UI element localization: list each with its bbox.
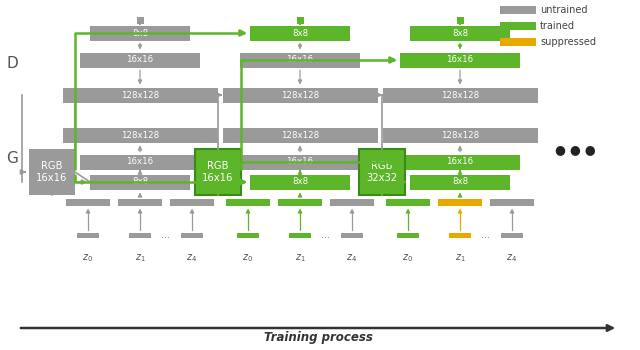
- FancyBboxPatch shape: [490, 198, 534, 205]
- FancyBboxPatch shape: [278, 198, 322, 205]
- Text: suppressed: suppressed: [540, 37, 596, 47]
- Text: 8x8: 8x8: [452, 177, 468, 187]
- Text: 16x16: 16x16: [287, 158, 314, 167]
- Text: $z_1$: $z_1$: [454, 252, 465, 264]
- FancyBboxPatch shape: [341, 232, 363, 238]
- FancyBboxPatch shape: [501, 232, 523, 238]
- Text: 8x8: 8x8: [292, 177, 308, 187]
- FancyBboxPatch shape: [289, 232, 311, 238]
- Text: $z_0$: $z_0$: [83, 252, 93, 264]
- Text: 128x128: 128x128: [441, 91, 479, 99]
- FancyBboxPatch shape: [63, 88, 218, 103]
- FancyBboxPatch shape: [410, 175, 510, 189]
- Text: 128x128: 128x128: [281, 131, 319, 140]
- FancyBboxPatch shape: [29, 149, 75, 195]
- Text: ...: ...: [321, 230, 330, 240]
- FancyBboxPatch shape: [77, 232, 99, 238]
- Text: 16x16: 16x16: [127, 158, 154, 167]
- Text: $z_0$: $z_0$: [403, 252, 413, 264]
- FancyBboxPatch shape: [449, 232, 471, 238]
- FancyBboxPatch shape: [170, 198, 214, 205]
- Text: 16x16: 16x16: [447, 56, 474, 64]
- FancyBboxPatch shape: [456, 16, 463, 23]
- Text: RGB
16x16: RGB 16x16: [36, 161, 68, 183]
- Text: 8x8: 8x8: [292, 28, 308, 37]
- FancyBboxPatch shape: [223, 88, 378, 103]
- Text: 16x16: 16x16: [287, 56, 314, 64]
- Text: ...: ...: [161, 230, 170, 240]
- FancyBboxPatch shape: [383, 127, 538, 142]
- Text: $z_4$: $z_4$: [186, 252, 198, 264]
- Text: 128x128: 128x128: [121, 91, 159, 99]
- Text: $z_4$: $z_4$: [506, 252, 518, 264]
- FancyBboxPatch shape: [386, 198, 430, 205]
- Text: trained: trained: [540, 21, 575, 31]
- FancyBboxPatch shape: [63, 127, 218, 142]
- FancyBboxPatch shape: [500, 6, 536, 14]
- Text: RGB
32x32: RGB 32x32: [367, 161, 397, 183]
- Text: $z_1$: $z_1$: [134, 252, 145, 264]
- FancyBboxPatch shape: [250, 175, 350, 189]
- FancyBboxPatch shape: [237, 232, 259, 238]
- FancyBboxPatch shape: [80, 154, 200, 169]
- FancyBboxPatch shape: [359, 149, 405, 195]
- Text: 128x128: 128x128: [281, 91, 319, 99]
- FancyBboxPatch shape: [397, 232, 419, 238]
- FancyBboxPatch shape: [400, 154, 520, 169]
- FancyBboxPatch shape: [500, 38, 536, 46]
- Text: 128x128: 128x128: [121, 131, 159, 140]
- FancyBboxPatch shape: [383, 88, 538, 103]
- Text: untrained: untrained: [540, 5, 588, 15]
- Text: RGB
16x16: RGB 16x16: [202, 161, 234, 183]
- FancyBboxPatch shape: [330, 198, 374, 205]
- FancyBboxPatch shape: [66, 198, 110, 205]
- FancyBboxPatch shape: [410, 26, 510, 41]
- FancyBboxPatch shape: [136, 16, 143, 23]
- FancyBboxPatch shape: [500, 22, 536, 30]
- Text: D: D: [6, 56, 18, 71]
- FancyBboxPatch shape: [438, 198, 482, 205]
- Text: 8x8: 8x8: [452, 28, 468, 37]
- FancyBboxPatch shape: [181, 232, 203, 238]
- FancyBboxPatch shape: [296, 16, 303, 23]
- FancyBboxPatch shape: [240, 52, 360, 68]
- FancyBboxPatch shape: [226, 198, 270, 205]
- FancyBboxPatch shape: [250, 26, 350, 41]
- Text: 8x8: 8x8: [132, 177, 148, 187]
- Text: $z_0$: $z_0$: [243, 252, 253, 264]
- FancyBboxPatch shape: [90, 175, 190, 189]
- Text: Training process: Training process: [264, 331, 372, 344]
- Text: $z_1$: $z_1$: [294, 252, 305, 264]
- Text: 8x8: 8x8: [132, 28, 148, 37]
- Text: 16x16: 16x16: [447, 158, 474, 167]
- FancyBboxPatch shape: [240, 154, 360, 169]
- Text: 16x16: 16x16: [127, 56, 154, 64]
- Text: $z_4$: $z_4$: [346, 252, 358, 264]
- FancyBboxPatch shape: [400, 52, 520, 68]
- FancyBboxPatch shape: [195, 149, 241, 195]
- FancyBboxPatch shape: [90, 26, 190, 41]
- FancyBboxPatch shape: [129, 232, 151, 238]
- FancyBboxPatch shape: [80, 52, 200, 68]
- Text: G: G: [6, 151, 18, 166]
- Text: 128x128: 128x128: [441, 131, 479, 140]
- Text: ...: ...: [481, 230, 490, 240]
- FancyBboxPatch shape: [223, 127, 378, 142]
- Text: ● ● ●: ● ● ●: [555, 144, 595, 156]
- FancyBboxPatch shape: [118, 198, 162, 205]
